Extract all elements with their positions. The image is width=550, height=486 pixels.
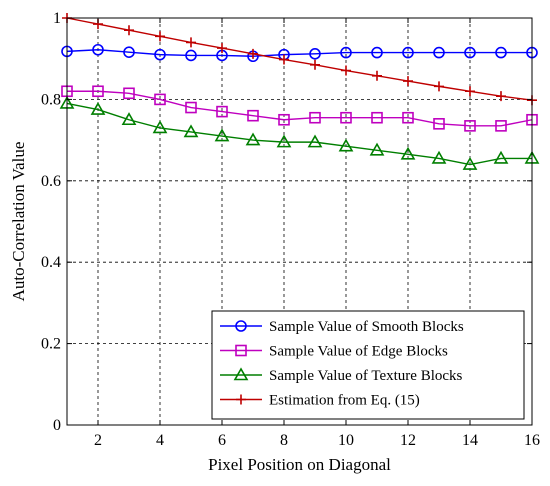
- data-point: [155, 31, 165, 42]
- data-point: [276, 134, 292, 148]
- legend-item: Estimation from Eq. (15): [220, 393, 420, 409]
- data-point: [92, 85, 104, 98]
- data-point: [216, 105, 228, 118]
- legend-box: [211, 310, 525, 420]
- data-point: [236, 394, 246, 405]
- data-point: [496, 91, 506, 102]
- data-point: [309, 111, 321, 124]
- data-point: [121, 112, 137, 126]
- data-point: [309, 48, 321, 60]
- data-point: [90, 101, 106, 115]
- data-point: [233, 367, 249, 381]
- data-point: [307, 134, 323, 148]
- series-line: [66, 17, 533, 101]
- data-point: [465, 86, 475, 97]
- data-point: [183, 124, 199, 138]
- y-tick-label: 0.6: [41, 173, 61, 190]
- data-point: [400, 146, 416, 160]
- data-point: [464, 46, 476, 59]
- series-3: [59, 95, 540, 170]
- legend: Sample Value of Smooth Blocks Sample Valu…: [211, 310, 525, 420]
- data-point: [154, 48, 166, 61]
- x-tick-label: 16: [524, 432, 540, 449]
- data-point: [185, 49, 197, 62]
- legend-label: Sample Value of Edge Blocks: [269, 344, 448, 360]
- ticks: 2 4 6 8 10 12 14 16 0 0.2 0.4 0.6 0.8 1: [41, 10, 540, 449]
- data-point: [495, 120, 507, 132]
- data-point: [235, 320, 247, 332]
- data-point: [434, 81, 444, 92]
- plot-frame: [66, 17, 533, 426]
- series-2: [61, 85, 538, 132]
- x-tick-label: 6: [218, 432, 226, 449]
- x-tick-label: 10: [338, 432, 354, 449]
- data-point: [245, 132, 261, 146]
- data-point: [493, 150, 509, 164]
- data-point: [124, 25, 134, 36]
- data-point: [92, 43, 104, 56]
- y-tick-label: 0.4: [41, 254, 61, 271]
- data-point: [217, 43, 227, 54]
- data-point: [433, 118, 445, 130]
- series-line: [67, 90, 533, 127]
- data-point: [464, 120, 476, 132]
- data-point: [402, 46, 414, 59]
- data-point: [371, 46, 383, 59]
- data-point: [371, 111, 383, 124]
- data-point: [340, 46, 352, 59]
- data-point: [462, 156, 478, 170]
- data-point: [278, 113, 290, 126]
- data-point: [340, 111, 352, 124]
- data-point: [495, 46, 507, 59]
- series-line: [66, 102, 532, 166]
- data-point: [214, 128, 230, 142]
- y-tick-label: 0.8: [41, 91, 61, 108]
- data-point: [310, 59, 320, 70]
- data-point: [248, 48, 258, 59]
- legend-label: Estimation from Eq. (15): [269, 393, 420, 409]
- data-point: [123, 87, 135, 100]
- data-point: [369, 142, 385, 156]
- data-point: [123, 46, 135, 58]
- legend-item: Sample Value of Smooth Blocks: [220, 319, 464, 335]
- y-tick-label: 0: [53, 417, 61, 434]
- series-layer: [59, 13, 540, 170]
- data-point: [338, 138, 354, 152]
- data-point: [154, 93, 166, 106]
- x-tick-label: 8: [280, 432, 288, 449]
- legend-label: Sample Value of Texture Blocks: [269, 368, 463, 384]
- data-point: [279, 54, 289, 65]
- x-tick-label: 4: [156, 432, 164, 449]
- data-point: [186, 37, 196, 48]
- legend-item: Sample Value of Texture Blocks: [220, 367, 463, 384]
- series-line: [66, 49, 532, 57]
- x-tick-label: 14: [462, 432, 478, 449]
- legend-item: Sample Value of Edge Blocks: [220, 344, 448, 360]
- data-point: [372, 70, 382, 81]
- data-point: [185, 101, 197, 114]
- x-axis-title: Pixel Position on Diagonal: [208, 455, 391, 474]
- y-tick-label: 1: [53, 10, 61, 27]
- data-point: [247, 109, 259, 122]
- legend-label: Sample Value of Smooth Blocks: [269, 319, 464, 335]
- x-tick-label: 12: [400, 432, 416, 449]
- data-point: [402, 111, 414, 124]
- series-4: [62, 13, 537, 106]
- y-axis-title: Auto-Correlation Value: [9, 142, 28, 302]
- data-point: [431, 150, 447, 164]
- data-point: [433, 46, 445, 59]
- data-point: [235, 344, 247, 357]
- y-tick-label: 0.2: [41, 336, 61, 353]
- data-point: [403, 76, 413, 87]
- data-point: [341, 65, 351, 76]
- x-tick-label: 2: [94, 432, 102, 449]
- data-point: [152, 120, 168, 134]
